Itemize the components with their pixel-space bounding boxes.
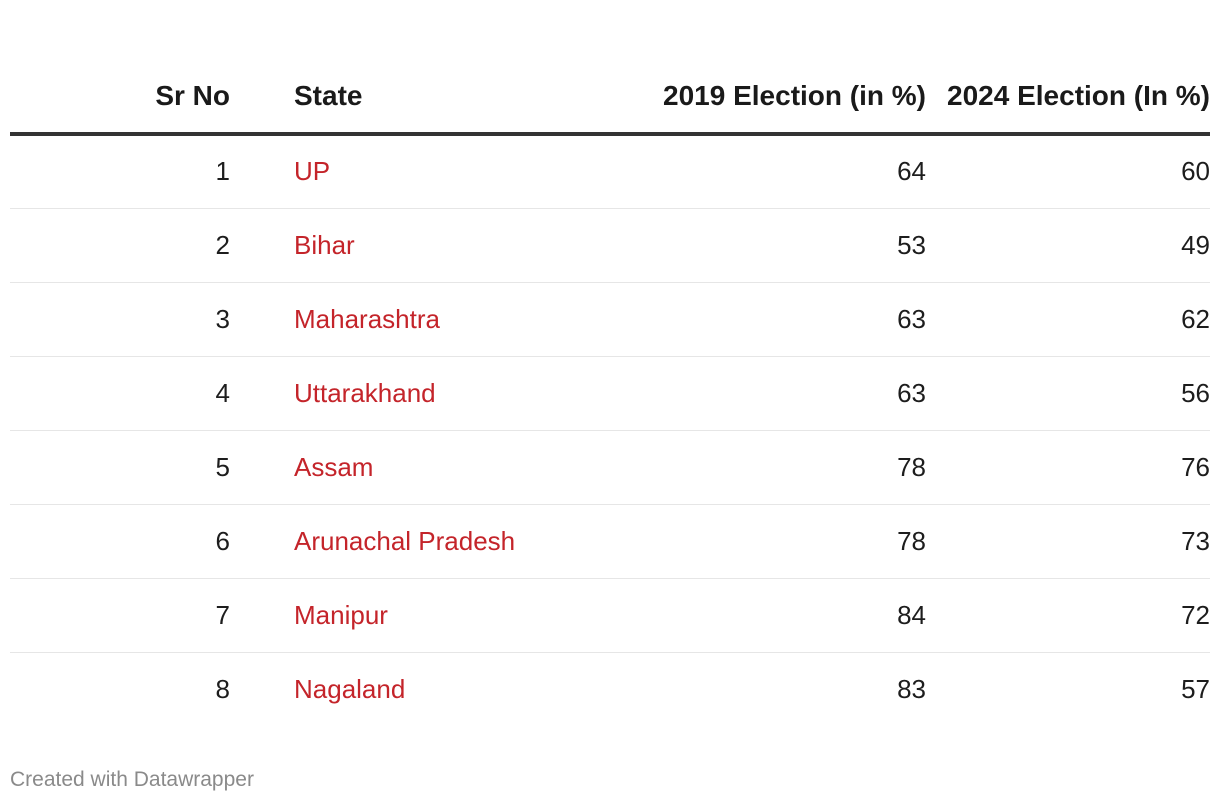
cell-sr-no: 2 — [10, 208, 230, 283]
cell-sr-no: 7 — [10, 578, 230, 653]
cell-2024-value: 60 — [926, 134, 1210, 209]
cell-state: Nagaland — [294, 673, 406, 704]
table-row: 6 Arunachal Pradesh 78 73 — [10, 504, 1210, 579]
column-header-2024[interactable]: 2024 Election (In %) — [926, 0, 1210, 136]
table-row: 4 Uttarakhand 63 56 — [10, 356, 1210, 431]
table-body: 1 UP 64 60 2 Bihar 53 49 3 Maharashtra 63 62 4 Uttara… — [10, 134, 1210, 726]
cell-state: Assam — [294, 430, 590, 505]
table-row: 1 UP 64 60 — [10, 134, 1210, 209]
cell-spacer — [230, 652, 294, 726]
table-row: 3 Maharashtra 63 62 — [10, 282, 1210, 357]
election-turnout-table: Sr No State 2019 Election (in %) 2024 El… — [10, 0, 1210, 726]
cell-sr-no: 3 — [10, 282, 230, 357]
cell-2019-value: 64 — [590, 134, 926, 209]
data-table-container: Sr No State 2019 Election (in %) 2024 El… — [10, 0, 1210, 726]
cell-spacer — [230, 356, 294, 431]
cell-2019-value: 78 — [590, 430, 926, 505]
cell-2019-value: 53 — [590, 208, 926, 283]
column-header-2019[interactable]: 2019 Election (in %) — [590, 0, 926, 136]
cell-2024-value: 49 — [926, 208, 1210, 283]
cell-spacer — [230, 578, 294, 653]
cell-spacer — [230, 504, 294, 579]
column-header-state[interactable]: State — [294, 0, 590, 136]
cell-sr-no: 8 — [215, 673, 230, 704]
table-row: 2 Bihar 53 49 — [10, 208, 1210, 283]
cell-sr-no: 6 — [10, 504, 230, 579]
cell-2019-value: 84 — [590, 578, 926, 653]
cell-state: Arunachal Pradesh — [294, 504, 590, 579]
table-header: Sr No State 2019 Election (in %) 2024 El… — [10, 0, 1210, 136]
table-row: 5 Assam 78 76 — [10, 430, 1210, 505]
cell-state: Bihar — [294, 208, 590, 283]
cell-state: Manipur — [294, 578, 590, 653]
cell-spacer — [230, 282, 294, 357]
cell-2024-value: 76 — [926, 430, 1210, 505]
header-row: Sr No State 2019 Election (in %) 2024 El… — [10, 0, 1210, 136]
column-header-sr-no[interactable]: Sr No — [10, 0, 230, 136]
cell-state: UP — [294, 134, 590, 209]
cell-sr-no: 1 — [10, 134, 230, 209]
cell-state: Uttarakhand — [294, 356, 590, 431]
cell-spacer — [230, 208, 294, 283]
cell-spacer — [230, 134, 294, 209]
cell-sr-no: 4 — [10, 356, 230, 431]
cell-2024-value: 57 — [1181, 673, 1210, 704]
cell-sr-no: 5 — [10, 430, 230, 505]
cell-2019-value: 83 — [897, 673, 926, 704]
cell-2019-value: 63 — [590, 356, 926, 431]
cell-state: Maharashtra — [294, 282, 590, 357]
table-row: 7 Manipur 84 72 — [10, 578, 1210, 653]
cell-2019-value: 63 — [590, 282, 926, 357]
cell-2024-value: 56 — [926, 356, 1210, 431]
cell-2024-value: 72 — [926, 578, 1210, 653]
cell-spacer — [230, 430, 294, 505]
footer-credit: Created with Datawrapper — [10, 768, 254, 791]
column-spacer — [230, 0, 294, 136]
cell-2019-value: 78 — [590, 504, 926, 579]
table-row: 8 Nagaland 83 57 — [10, 652, 1210, 726]
cell-2024-value: 73 — [926, 504, 1210, 579]
cell-2024-value: 62 — [926, 282, 1210, 357]
